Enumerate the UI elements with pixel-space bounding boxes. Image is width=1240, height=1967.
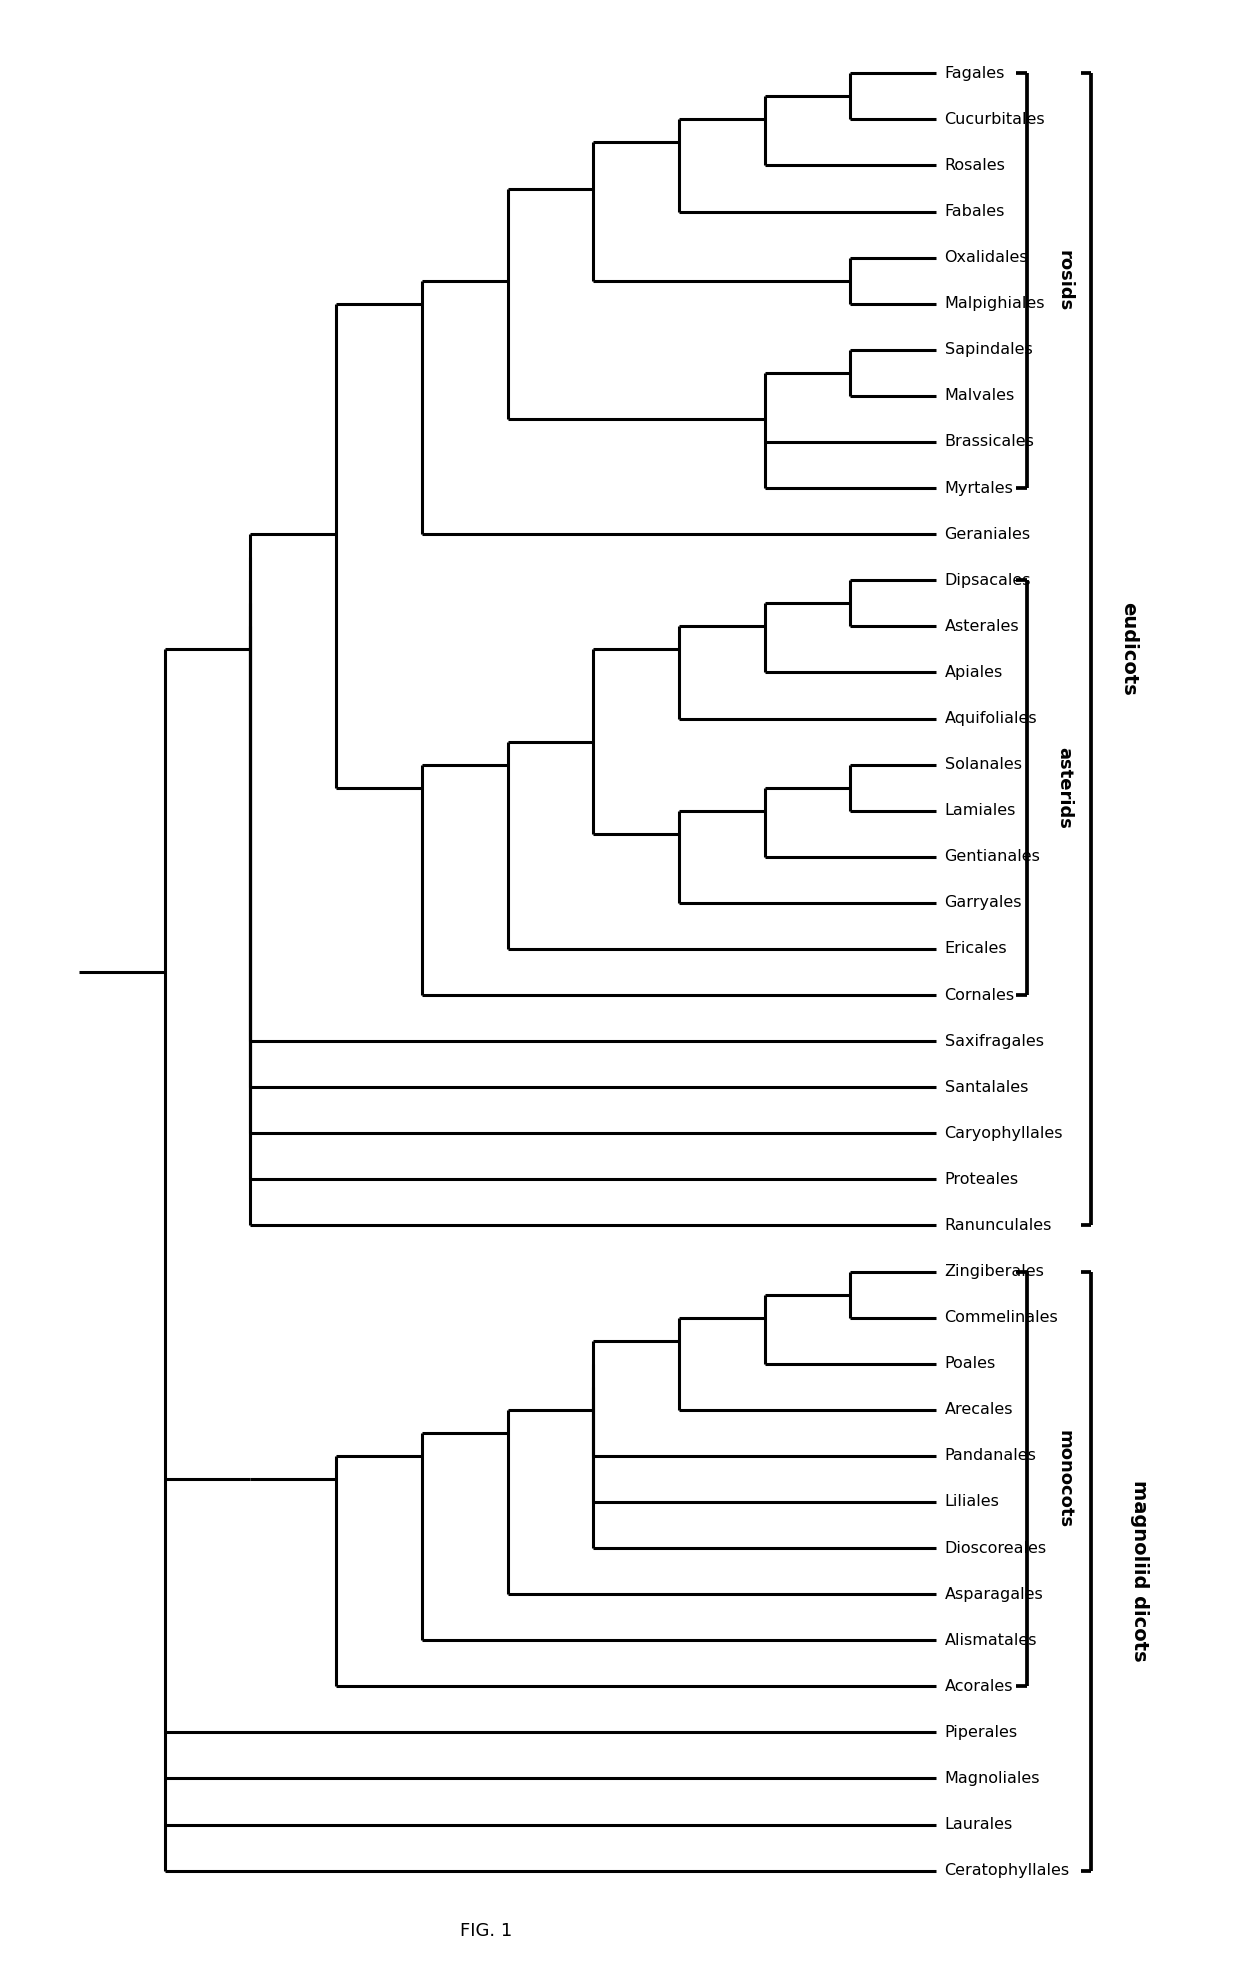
- Text: Fabales: Fabales: [945, 205, 1004, 218]
- Text: Cucurbitales: Cucurbitales: [945, 112, 1045, 128]
- Text: Myrtales: Myrtales: [945, 480, 1013, 496]
- Text: Magnoliales: Magnoliales: [945, 1770, 1040, 1786]
- Text: eudicots: eudicots: [1120, 602, 1138, 696]
- Text: Caryophyllales: Caryophyllales: [945, 1125, 1063, 1141]
- Text: Proteales: Proteales: [945, 1172, 1018, 1186]
- Text: Dioscoreales: Dioscoreales: [945, 1540, 1047, 1556]
- Text: Ceratophyllales: Ceratophyllales: [945, 1863, 1070, 1878]
- Text: Laurales: Laurales: [945, 1818, 1013, 1831]
- Text: Alismatales: Alismatales: [945, 1633, 1037, 1648]
- Text: Oxalidales: Oxalidales: [945, 250, 1028, 266]
- Text: Acorales: Acorales: [945, 1678, 1013, 1694]
- Text: rosids: rosids: [1055, 250, 1074, 311]
- Text: Dipsacales: Dipsacales: [945, 572, 1030, 588]
- Text: Ericales: Ericales: [945, 942, 1007, 956]
- Text: Solanales: Solanales: [945, 757, 1022, 773]
- Text: Zingiberales: Zingiberales: [945, 1265, 1044, 1279]
- Text: Gentianales: Gentianales: [945, 850, 1040, 864]
- Text: asterids: asterids: [1055, 747, 1074, 828]
- Text: Saxifragales: Saxifragales: [945, 1033, 1044, 1048]
- Text: Malpighiales: Malpighiales: [945, 297, 1045, 311]
- Text: Malvales: Malvales: [945, 387, 1014, 403]
- Text: Asterales: Asterales: [945, 620, 1019, 633]
- Text: Brassicales: Brassicales: [945, 435, 1034, 450]
- Text: Santalales: Santalales: [945, 1080, 1028, 1096]
- Text: Apiales: Apiales: [945, 665, 1003, 681]
- Text: Sapindales: Sapindales: [945, 342, 1032, 358]
- Text: magnoliid dicots: magnoliid dicots: [1130, 1481, 1149, 1662]
- Text: Liliales: Liliales: [945, 1495, 999, 1509]
- Text: Ranunculales: Ranunculales: [945, 1218, 1052, 1233]
- Text: Geraniales: Geraniales: [945, 527, 1030, 541]
- Text: Commelinales: Commelinales: [945, 1310, 1058, 1326]
- Text: Rosales: Rosales: [945, 157, 1006, 173]
- Text: monocots: monocots: [1055, 1430, 1074, 1528]
- Text: FIG. 1: FIG. 1: [460, 1922, 512, 1939]
- Text: Lamiales: Lamiales: [945, 803, 1016, 818]
- Text: Arecales: Arecales: [945, 1402, 1013, 1418]
- Text: Asparagales: Asparagales: [945, 1587, 1043, 1601]
- Text: Fagales: Fagales: [945, 65, 1004, 81]
- Text: Aquifoliales: Aquifoliales: [945, 710, 1037, 726]
- Text: Piperales: Piperales: [945, 1725, 1018, 1741]
- Text: Cornales: Cornales: [945, 987, 1014, 1003]
- Text: Garryales: Garryales: [945, 895, 1022, 911]
- Text: Pandanales: Pandanales: [945, 1448, 1037, 1463]
- Text: Poales: Poales: [945, 1355, 996, 1371]
